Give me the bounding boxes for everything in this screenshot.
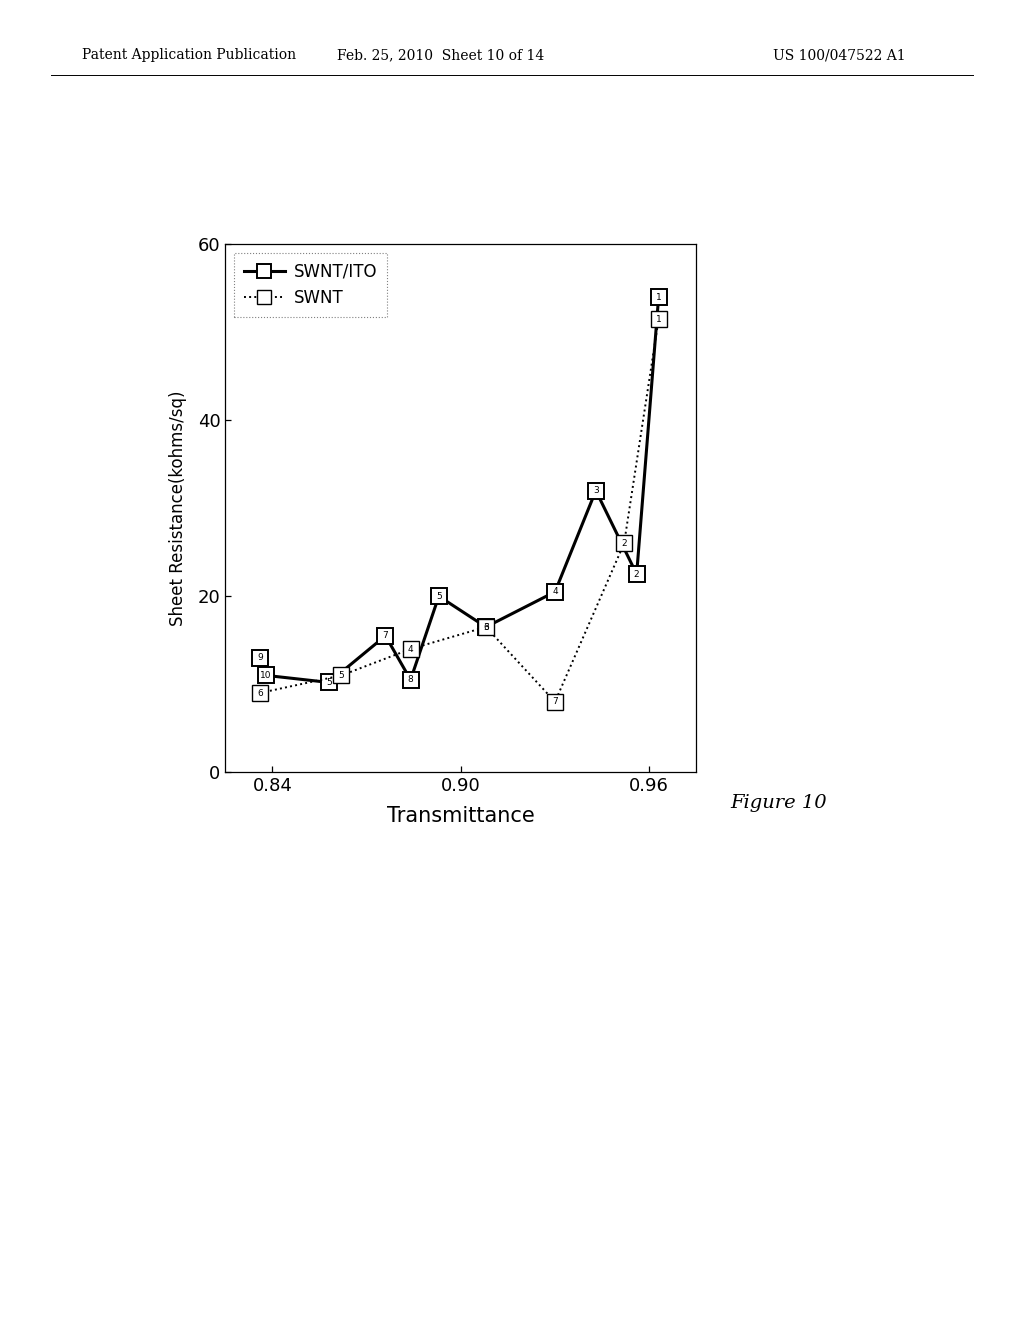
Text: Patent Application Publication: Patent Application Publication (82, 49, 296, 62)
Text: 5: 5 (326, 678, 332, 686)
Text: 5: 5 (339, 671, 344, 680)
Text: 1: 1 (655, 293, 662, 301)
Text: 9: 9 (257, 653, 263, 663)
Text: 8: 8 (408, 676, 414, 684)
Text: 1: 1 (655, 314, 662, 323)
Text: 2: 2 (634, 570, 639, 578)
Y-axis label: Sheet Resistance(kohms/sq): Sheet Resistance(kohms/sq) (169, 391, 186, 626)
Text: 7: 7 (552, 697, 558, 706)
Text: Figure 10: Figure 10 (730, 793, 826, 812)
Text: 4: 4 (552, 587, 558, 597)
Text: 6: 6 (257, 689, 263, 697)
Text: 2: 2 (622, 539, 627, 548)
Text: US 100/047522 A1: US 100/047522 A1 (773, 49, 906, 62)
Text: 6: 6 (483, 623, 488, 631)
Text: 4: 4 (408, 644, 414, 653)
Text: 3: 3 (593, 486, 599, 495)
Text: 5: 5 (436, 591, 441, 601)
Text: Feb. 25, 2010  Sheet 10 of 14: Feb. 25, 2010 Sheet 10 of 14 (337, 49, 544, 62)
Text: 3: 3 (483, 623, 488, 631)
Text: 10: 10 (260, 671, 271, 680)
Text: 7: 7 (383, 631, 388, 640)
X-axis label: Transmittance: Transmittance (387, 807, 535, 826)
Legend: SWNT/ITO, SWNT: SWNT/ITO, SWNT (233, 252, 387, 317)
